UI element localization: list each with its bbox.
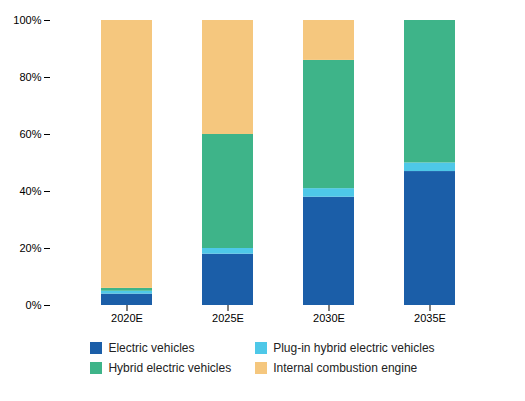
svg-text:2020E: 2020E xyxy=(111,312,143,324)
html-text:Internal combustion engine: Internal combustion engine xyxy=(273,361,418,375)
svg-text:0%: 0% xyxy=(26,299,42,311)
svg-text:2025E: 2025E xyxy=(212,312,244,324)
svg-text:40%: 40% xyxy=(19,185,41,197)
svg-text:20%: 20% xyxy=(19,242,41,254)
svg-text:2035E: 2035E xyxy=(414,312,446,324)
html-text:Hybrid electric vehicles: Hybrid electric vehicles xyxy=(108,361,232,375)
svg-text:100%: 100% xyxy=(13,14,41,26)
html-text:Electric vehicles: Electric vehicles xyxy=(108,341,195,355)
html-text:Plug-in hybrid electric vehicl: Plug-in hybrid electric vehicles xyxy=(273,341,435,355)
svg-text:60%: 60% xyxy=(19,128,41,140)
svg-text:80%: 80% xyxy=(19,71,41,83)
svg-text:2030E: 2030E xyxy=(313,312,345,324)
